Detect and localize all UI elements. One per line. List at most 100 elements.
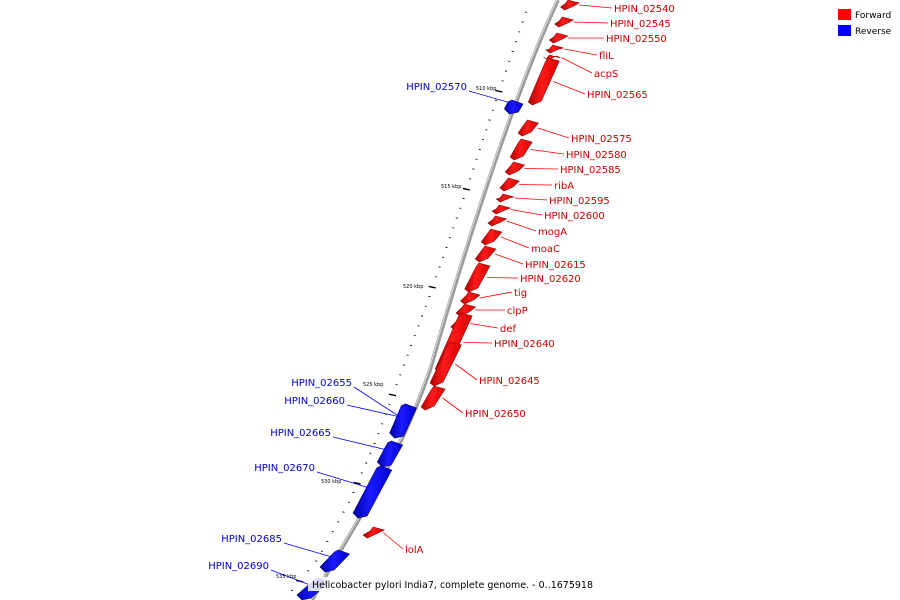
scale-ticks — [290, 11, 528, 592]
forward-gene-feature[interactable] — [362, 526, 385, 539]
scale-tick — [331, 531, 334, 533]
forward-gene-label[interactable]: acpS — [594, 69, 618, 80]
forward-gene-feature[interactable] — [560, 0, 580, 11]
forward-gene-leader — [382, 532, 404, 550]
forward-gene-label[interactable]: def — [500, 324, 517, 335]
forward-gene-feature[interactable] — [495, 193, 515, 203]
scale-tick — [413, 335, 416, 337]
scale-tick — [472, 168, 475, 170]
forward-gene-feature[interactable] — [491, 204, 512, 215]
forward-gene-label[interactable]: HPIN_02650 — [465, 409, 526, 420]
forward-gene-feature[interactable] — [499, 177, 520, 192]
forward-gene-feature[interactable] — [527, 57, 560, 106]
forward-gene-label[interactable]: HPIN_02645 — [479, 376, 540, 387]
forward-gene-feature[interactable] — [509, 138, 533, 161]
forward-gene-label[interactable]: HPIN_02565 — [587, 90, 648, 101]
scale-tick — [365, 462, 368, 464]
forward-gene-label[interactable]: moaC — [531, 244, 560, 255]
scale-tick — [342, 511, 345, 513]
forward-gene-label[interactable]: HPIN_02540 — [614, 4, 675, 15]
forward-gene-leader — [519, 184, 553, 186]
reverse-gene-leader — [353, 386, 401, 418]
forward-gene-label[interactable]: HPIN_02615 — [525, 260, 586, 271]
reverse-gene-leader — [346, 404, 401, 418]
scale-tick — [428, 285, 436, 289]
forward-gene-label[interactable]: HPIN_02620 — [520, 274, 581, 285]
forward-gene-feature[interactable] — [420, 385, 446, 411]
forward-gene-feature[interactable] — [548, 32, 569, 44]
forward-gene-label[interactable]: HPIN_02640 — [494, 339, 555, 350]
label-leaders — [270, 4, 613, 586]
reverse-gene-label[interactable]: HPIN_02655 — [291, 378, 352, 389]
forward-gene-feature[interactable] — [460, 291, 481, 305]
forward-gene-leader — [486, 277, 519, 279]
forward-gene-leader — [573, 21, 609, 24]
reverse-gene-feature[interactable] — [376, 440, 404, 468]
reverse-gene-feature[interactable] — [319, 549, 351, 573]
scale-tick — [508, 60, 511, 62]
scale-tick — [511, 50, 514, 53]
forward-gene-feature[interactable] — [504, 161, 526, 176]
scale-tick — [326, 540, 329, 543]
forward-gene-leader — [479, 291, 513, 299]
reverse-gene-label[interactable]: HPIN_02670 — [254, 463, 315, 474]
scale-tick — [478, 148, 481, 151]
forward-gene-label[interactable]: ribA — [554, 181, 574, 192]
forward-gene-feature[interactable] — [545, 44, 564, 54]
forward-gene-label[interactable]: mogA — [538, 227, 567, 238]
scale-tick — [421, 315, 424, 317]
legend-forward-label: Forward — [855, 11, 891, 21]
forward-gene-label[interactable]: lolA — [405, 545, 424, 556]
gene-labels: HPIN_02540 HPIN_02545 HPIN_02550 fliL acpS HP… — [208, 4, 675, 572]
reverse-gene-label[interactable]: HPIN_02660 — [284, 396, 345, 407]
reverse-gene-feature[interactable] — [352, 465, 393, 519]
scale-tick — [504, 70, 508, 72]
scale-tick — [388, 403, 391, 405]
reverse-gene-leader — [270, 569, 311, 586]
scale-tick — [455, 217, 458, 219]
scale-tick — [438, 266, 441, 268]
forward-gene-feature[interactable] — [554, 16, 575, 28]
forward-gene-feature[interactable] — [480, 228, 503, 246]
forward-gene-feature[interactable] — [517, 119, 539, 137]
scale-tick — [441, 256, 445, 258]
scale-tick — [452, 227, 455, 229]
reverse-gene-label[interactable]: HPIN_02690 — [208, 561, 269, 572]
reverse-gene-feature[interactable] — [389, 403, 417, 439]
forward-gene-leader — [470, 323, 499, 329]
scale-tick — [445, 246, 448, 249]
reverse-gene-label[interactable]: HPIN_02685 — [221, 534, 282, 545]
forward-gene-label[interactable]: HPIN_02595 — [549, 196, 610, 207]
scale-tick — [352, 491, 355, 494]
gene-features — [296, 0, 580, 600]
forward-gene-label[interactable]: HPIN_02600 — [544, 211, 605, 222]
sequence-caption: Helicobacter pylori India7, complete gen… — [312, 580, 593, 591]
forward-gene-label[interactable]: HPIN_02550 — [606, 34, 667, 45]
scale-label: 510 kbp — [476, 86, 496, 92]
reverse-gene-label[interactable]: HPIN_02665 — [270, 428, 331, 439]
forward-gene-label[interactable]: tig — [514, 288, 527, 299]
forward-gene-feature[interactable] — [474, 245, 497, 263]
reverse-gene-leader — [316, 471, 370, 489]
reverse-gene-label[interactable]: HPIN_02570 — [406, 82, 467, 93]
scale-tick — [481, 139, 485, 141]
forward-gene-leader — [561, 57, 593, 74]
forward-gene-label[interactable]: HPIN_02580 — [566, 150, 627, 161]
scale-tick — [360, 472, 363, 474]
forward-gene-feature[interactable] — [464, 262, 491, 293]
forward-gene-label[interactable]: fliL — [599, 51, 614, 62]
forward-gene-label[interactable]: HPIN_02545 — [610, 19, 671, 30]
scale-tick — [435, 276, 438, 278]
scale-tick — [406, 354, 409, 356]
forward-gene-leader — [537, 127, 570, 139]
forward-gene-label[interactable]: HPIN_02575 — [571, 134, 632, 145]
forward-gene-label[interactable]: HPIN_02585 — [560, 165, 621, 176]
forward-gene-leader — [500, 236, 530, 249]
scale-label: 525 kbp — [363, 382, 383, 388]
forward-gene-feature[interactable] — [487, 215, 508, 227]
scale-tick — [315, 560, 318, 562]
scale-tick — [417, 325, 420, 327]
forward-gene-leader — [524, 168, 559, 170]
forward-gene-label[interactable]: clpP — [507, 306, 528, 317]
